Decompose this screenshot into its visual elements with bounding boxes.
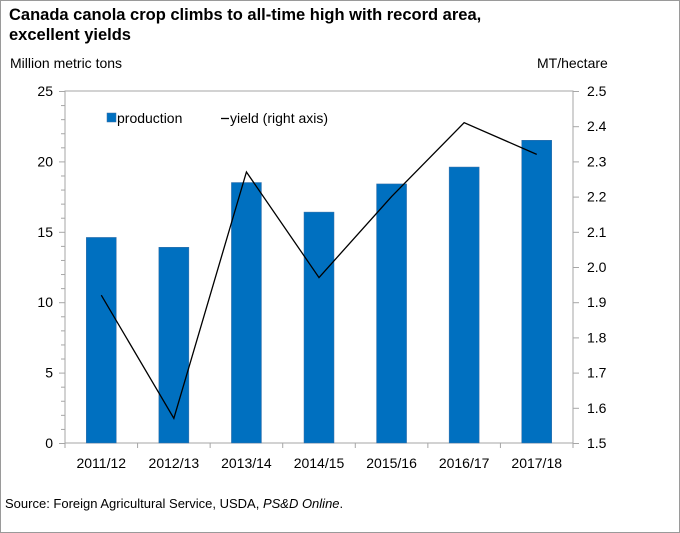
y-right-tick-label: 1.8 bbox=[587, 329, 607, 345]
yield-line-group bbox=[100, 121, 537, 420]
legend-production-label: production bbox=[117, 110, 182, 126]
y-right-tick-label: 2.1 bbox=[587, 224, 607, 240]
production-bar bbox=[86, 237, 117, 444]
y-left-tick-label: 10 bbox=[37, 294, 53, 310]
production-bar bbox=[231, 182, 262, 444]
source-text: Source: Foreign Agricultural Service, US… bbox=[5, 496, 263, 511]
y-left-tick-label: 25 bbox=[37, 83, 53, 99]
y-right-tick-label: 2.5 bbox=[587, 83, 607, 99]
x-tick-label: 2013/14 bbox=[221, 455, 272, 471]
legend-yield-label: yield (right axis) bbox=[230, 110, 328, 126]
y-left-tick-label: 20 bbox=[37, 153, 53, 169]
y-right-tick-label: 2.2 bbox=[587, 189, 607, 205]
production-bar bbox=[521, 140, 552, 444]
y-right-tick-label: 2.3 bbox=[587, 153, 607, 169]
y-left-tick-label: 0 bbox=[45, 435, 53, 451]
y-left-tick-label: 5 bbox=[45, 365, 53, 381]
x-tick-label: 2017/18 bbox=[511, 455, 562, 471]
y-right-tick-label: 1.6 bbox=[587, 400, 607, 416]
y-right-tick-label: 1.7 bbox=[587, 365, 607, 381]
legend: production yield (right axis) bbox=[106, 110, 328, 126]
production-bar bbox=[448, 166, 480, 444]
source-italic: PS&D Online bbox=[262, 496, 340, 511]
y-right-tick-label: 1.5 bbox=[587, 435, 607, 451]
chart-title: Canada canola crop climbs to all-time hi… bbox=[9, 6, 482, 44]
source-suffix: . bbox=[339, 496, 344, 511]
x-tick-label: 2015/16 bbox=[366, 455, 417, 471]
y-axis-right-label: MT/hectare bbox=[537, 55, 608, 71]
axes: 0 5 10 15 20 25 1.5 1.6 1.7 1.8 1.9 2.0 2.1 2.2 2.3 2.4… bbox=[37, 83, 606, 471]
production-bar bbox=[303, 211, 335, 444]
y-axis-left-label: Million metric tons bbox=[10, 55, 123, 71]
y-right-tick-label: 2.0 bbox=[587, 259, 607, 275]
source-note: Source: Foreign Agricultural Service, US… bbox=[5, 496, 343, 511]
x-tick-label: 2014/15 bbox=[294, 455, 345, 471]
production-bar bbox=[376, 183, 407, 444]
y-left-tick-label: 15 bbox=[37, 224, 53, 240]
y-right-tick-label: 2.4 bbox=[587, 118, 607, 134]
production-bar bbox=[158, 247, 190, 444]
y-right-tick-label: 1.9 bbox=[587, 294, 607, 310]
legend-production-swatch bbox=[106, 112, 117, 123]
x-tick-label: 2012/13 bbox=[149, 455, 200, 471]
x-tick-label: 2011/12 bbox=[76, 455, 126, 471]
bars bbox=[86, 140, 552, 444]
x-tick-label: 2016/17 bbox=[439, 455, 490, 471]
